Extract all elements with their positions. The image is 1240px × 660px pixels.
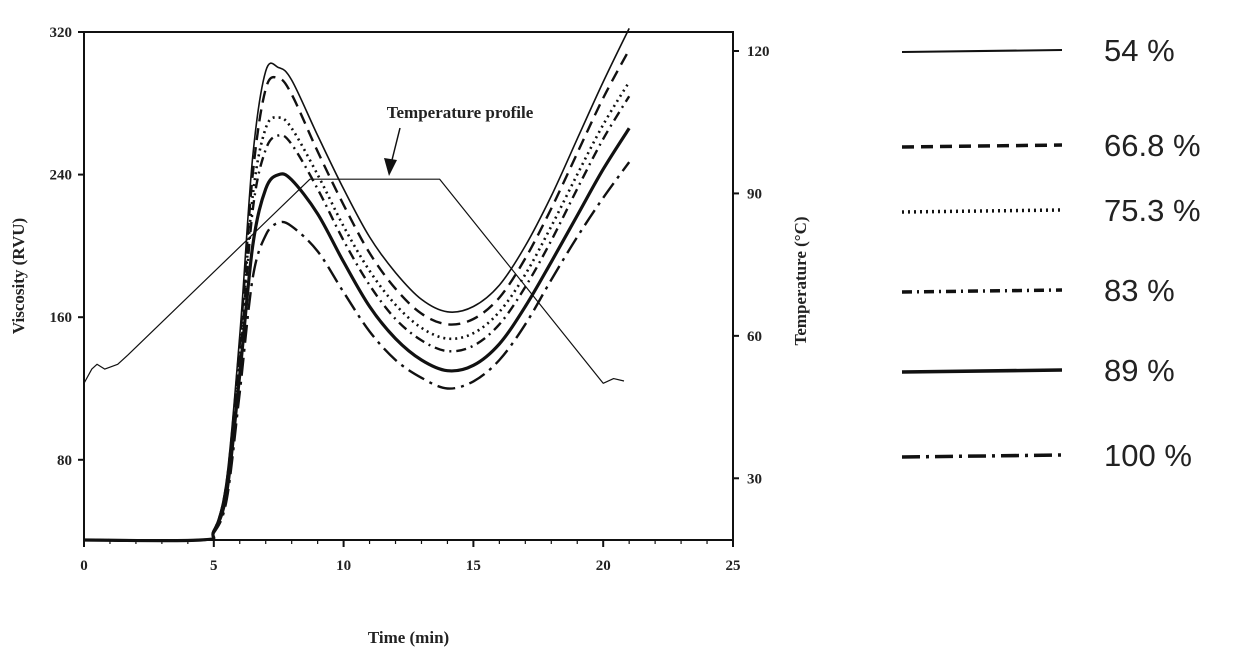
legend-swatch	[901, 368, 1063, 374]
temperature-profile-line	[83, 178, 625, 384]
legend-swatch	[901, 49, 1063, 53]
series-line-2	[83, 81, 631, 542]
series-line-4	[83, 127, 631, 543]
y-tick-label: 160	[50, 310, 73, 326]
y-tick-label: 240	[50, 168, 73, 184]
y2-tick-label: 90	[747, 186, 762, 202]
legend-swatch	[901, 143, 1063, 149]
series-line-1	[83, 49, 631, 542]
x-tick-label: 20	[596, 558, 611, 574]
y2-tick-label: 120	[747, 44, 770, 60]
x-axis-title: Time (min)	[368, 628, 449, 647]
y-tick-label: 320	[50, 25, 73, 41]
plot-frame	[83, 31, 734, 541]
temperature-profile-label: Temperature profile	[387, 103, 534, 122]
y2-tick-label: 60	[747, 329, 762, 345]
x-tick-label: 0	[80, 558, 88, 574]
y-axis-title: Viscosity (RVU)	[9, 218, 28, 334]
series-lines	[83, 28, 631, 543]
y-tick-label: 80	[57, 453, 72, 469]
annotations: Temperature profile	[384, 103, 534, 176]
legend-label: 83 %	[1104, 273, 1175, 308]
x-tick-label: 5	[210, 558, 218, 574]
x-tick-label: 25	[726, 558, 741, 574]
legend-label: 75.3 %	[1104, 193, 1201, 228]
x-tick-label: 15	[466, 558, 481, 574]
legend-label: 89 %	[1104, 353, 1175, 388]
annotation-arrow-head	[384, 158, 397, 176]
legend-label: 100 %	[1104, 438, 1192, 473]
axes: 0 5 10 15 20 25 80 160 240 320 30 60 90 120 Time (min)…	[9, 25, 810, 647]
legend-label: 66.8 %	[1104, 128, 1201, 163]
y2-tick-label: 30	[747, 471, 762, 487]
legend-swatch	[901, 453, 1063, 459]
legend-swatch	[901, 288, 1063, 294]
x-tick-label: 10	[336, 558, 351, 574]
legend-swatch	[901, 208, 1063, 214]
y2-axis-title: Temperature (°C)	[791, 216, 810, 345]
legend: 54 % 66.8 % 75.3 % 83 % 89 % 100 %	[901, 33, 1201, 473]
legend-label: 54 %	[1104, 33, 1175, 68]
